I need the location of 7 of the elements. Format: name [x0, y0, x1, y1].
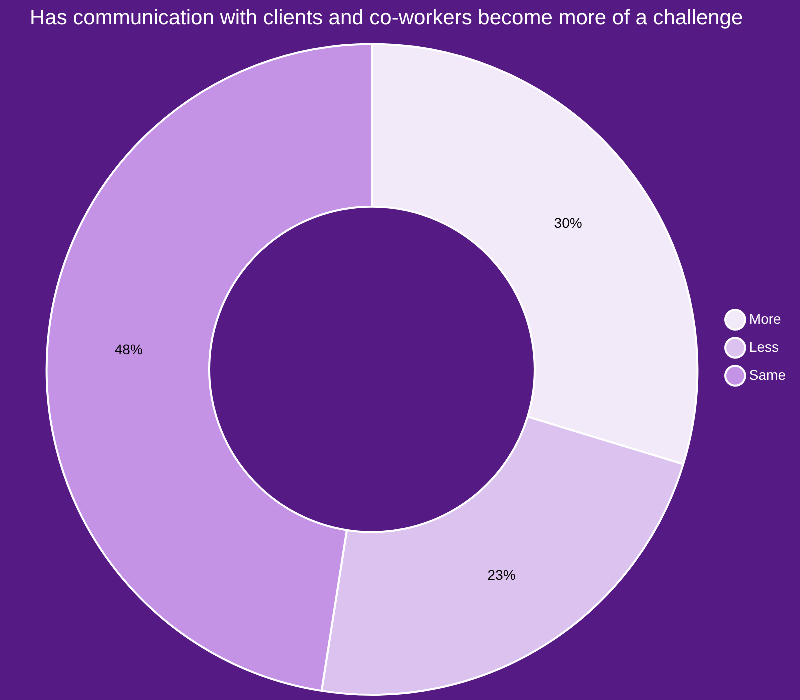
legend-label: Less [749, 338, 780, 355]
data-label: 23% [488, 567, 516, 584]
chart-title: Has communication with clients and co-workers become more of a challenge [30, 6, 744, 30]
data-label: 48% [114, 342, 143, 358]
legend-label: More [749, 310, 782, 327]
data-label: 30% [554, 215, 582, 232]
legend-label: Same [749, 366, 786, 383]
